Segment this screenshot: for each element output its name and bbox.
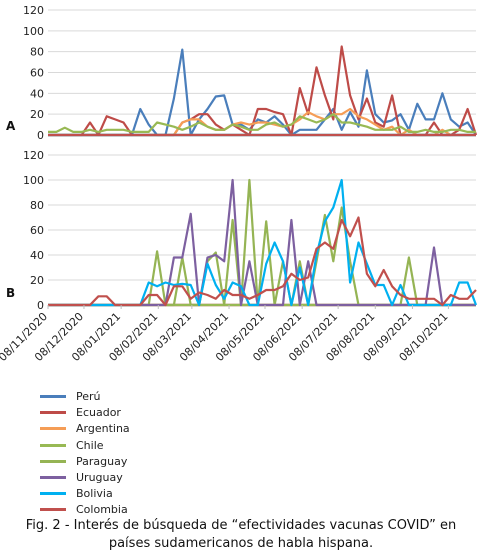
legend-swatch [40, 395, 66, 398]
series-line-colombia [48, 216, 477, 307]
legend-label: Chile [76, 438, 104, 452]
legend-label: Argentina [76, 422, 130, 436]
panel-label: B [6, 286, 15, 300]
y-tick-label: 120 [23, 4, 44, 17]
y-tick-label: 60 [30, 67, 44, 80]
y-tick-label: 20 [30, 108, 44, 121]
legend-label: Bolivia [76, 487, 113, 501]
caption-line-2: países sudamericanos de habla hispana. [108, 536, 374, 551]
legend-swatch [40, 411, 66, 415]
y-tick-label: 0 [37, 129, 44, 142]
legend-label: Perú [76, 390, 101, 403]
y-tick-label: 40 [30, 249, 44, 262]
y-tick-label: 40 [30, 87, 44, 100]
caption-line-1: Fig. 2 - Interés de búsqueda de “efectiv… [25, 518, 457, 533]
y-tick-label: 20 [30, 274, 44, 287]
panel-label: A [6, 119, 16, 133]
y-tick-label: 120 [23, 149, 44, 162]
figure-caption: Fig. 2 - Interés de búsqueda de “efectiv… [0, 517, 482, 553]
legend-label: Ecuador [76, 406, 121, 420]
series-line-bolivia [48, 178, 478, 307]
y-tick-label: 80 [30, 199, 44, 212]
y-tick-label: 100 [23, 174, 44, 187]
legend-swatch [40, 427, 66, 431]
legend-label: Colombia [76, 503, 128, 517]
line-chart: 020406080100120A020406080100120B08/11/20… [0, 4, 478, 364]
y-tick-label: 100 [23, 25, 44, 38]
legend-label: Paraguay [76, 454, 128, 468]
legend-swatch [40, 459, 66, 463]
legend-label: Uruguay [76, 471, 123, 484]
legend-swatch [40, 492, 66, 496]
legend-swatch [40, 443, 66, 447]
series-line-chile [48, 113, 476, 133]
y-tick-label: 0 [37, 299, 44, 312]
y-tick-label: 60 [30, 224, 44, 237]
y-tick-label: 80 [30, 46, 44, 59]
legend-swatch [40, 508, 66, 512]
legend-swatch [40, 476, 66, 479]
